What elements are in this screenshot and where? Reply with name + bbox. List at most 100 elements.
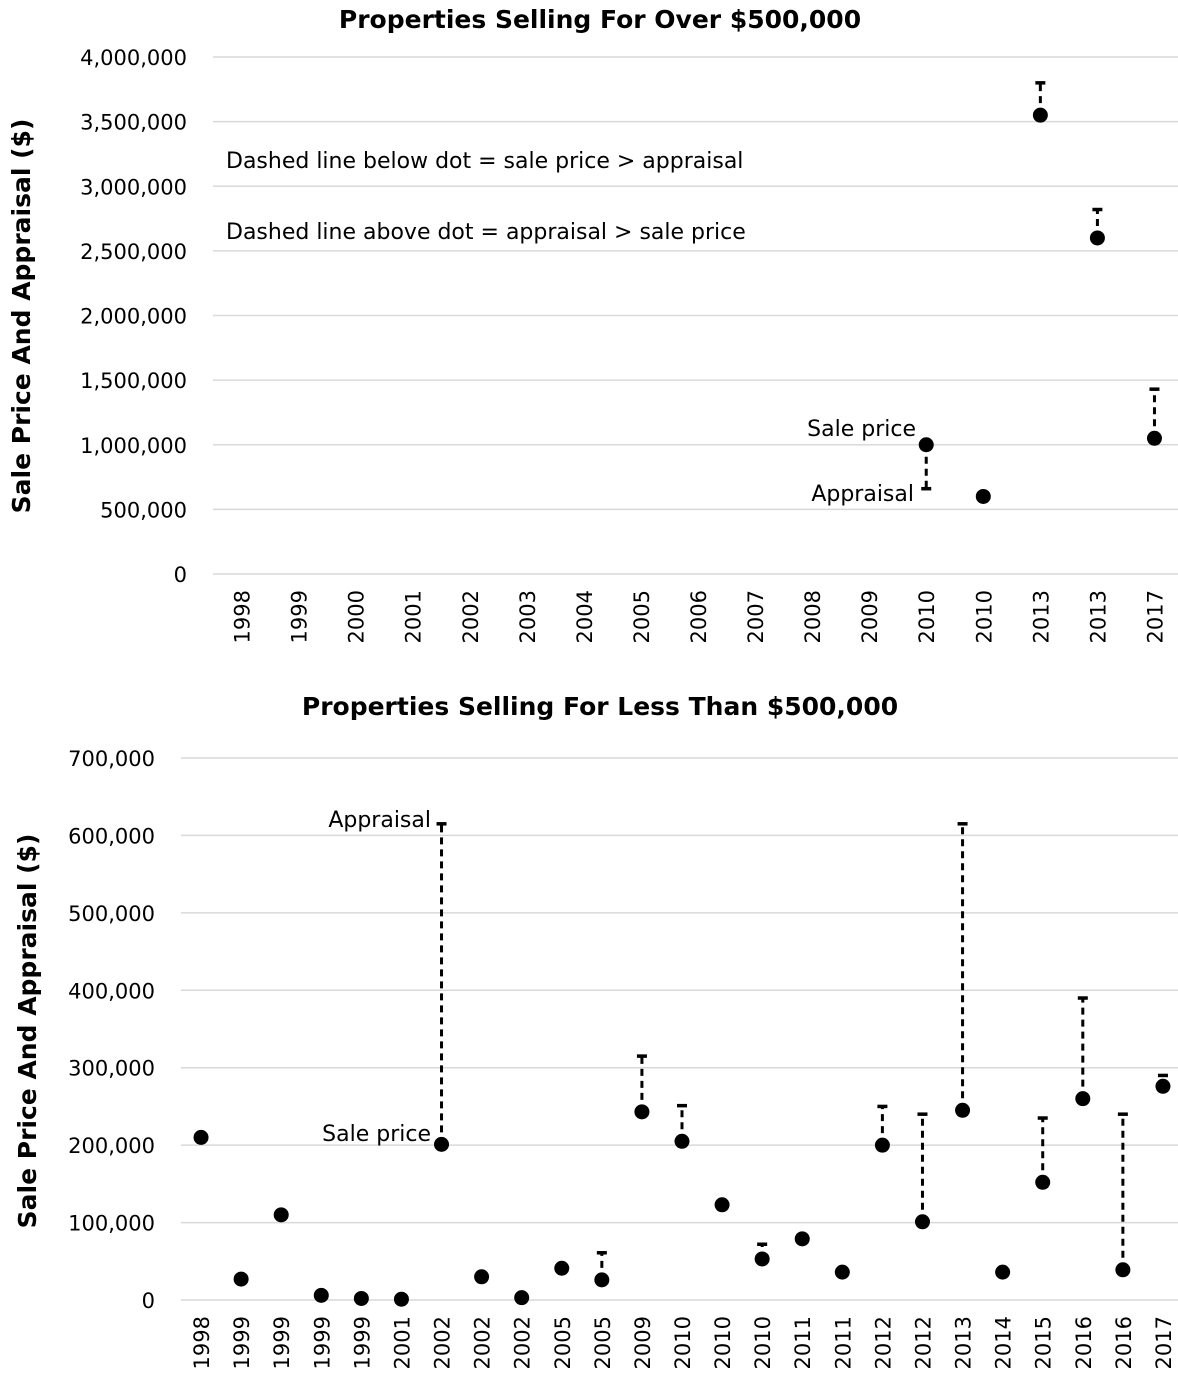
bottom-y-tick-label: 500,000 — [68, 902, 155, 926]
bottom-x-tick-label: 2012 — [911, 1316, 935, 1369]
top-chart: Properties Selling For Over $500,000 Sal… — [7, 5, 1178, 643]
bottom-x-tick-label: 2002 — [511, 1316, 535, 1369]
top-x-tick-label: 2002 — [459, 590, 483, 643]
top-sale-price-point — [918, 437, 934, 453]
bottom-x-tick-label: 2010 — [751, 1316, 775, 1369]
bottom-sale-price-point — [393, 1291, 409, 1307]
bottom-sale-price-point — [794, 1231, 810, 1247]
bottom-sale-price-point — [474, 1269, 490, 1285]
bottom-x-tick-label: 1999 — [350, 1316, 374, 1369]
top-y-tick-label: 3,000,000 — [80, 175, 187, 199]
bottom-x-tick-label: 2012 — [871, 1316, 895, 1369]
top-note-above: Dashed line above dot = appraisal > sale… — [226, 220, 746, 245]
bottom-x-tick-label: 2015 — [1032, 1316, 1056, 1369]
top-y-tick-label: 2,500,000 — [80, 240, 187, 264]
top-y-tick-label: 4,000,000 — [80, 46, 187, 70]
bottom-x-tick-label: 2005 — [551, 1316, 575, 1369]
bottom-sale-price-point — [955, 1102, 971, 1118]
bottom-sale-price-point — [554, 1260, 570, 1276]
bottom-y-tick-label: 700,000 — [68, 747, 155, 771]
bottom-sale-price-point — [1075, 1091, 1091, 1107]
bottom-sale-price-point — [594, 1272, 610, 1288]
bottom-sale-price-point — [634, 1104, 650, 1120]
bottom-x-tick-label: 1999 — [230, 1316, 254, 1369]
top-x-tick-label: 2005 — [630, 590, 654, 643]
bottom-x-tick-label: 2010 — [711, 1316, 735, 1369]
top-chart-marks — [918, 81, 1162, 504]
top-x-tick-label: 2017 — [1143, 590, 1167, 643]
top-x-tick-label: 2009 — [858, 590, 882, 643]
bottom-sale-price-point — [434, 1136, 450, 1152]
top-chart-x-ticks: 1998 1999 2000 2001 2002 2003 2004 2005 2006 2007… — [231, 590, 1168, 643]
bottom-x-tick-label: 2016 — [1112, 1316, 1136, 1369]
bottom-chart-title: Properties Selling For Less Than $500,00… — [302, 692, 898, 721]
bottom-x-tick-label: 2016 — [1072, 1316, 1096, 1369]
bottom-sale-price-point — [193, 1129, 209, 1145]
bottom-chart-gridlines — [181, 757, 1178, 1301]
top-x-tick-label: 2013 — [1086, 590, 1110, 643]
top-x-tick-label: 2006 — [687, 590, 711, 643]
bottom-sale-price-point — [353, 1290, 369, 1306]
top-sale-price-label: Sale price — [807, 417, 916, 442]
top-x-tick-label: 2007 — [744, 590, 768, 643]
top-x-tick-label: 2010 — [915, 590, 939, 643]
top-y-tick-label: 500,000 — [100, 498, 187, 522]
bottom-sale-price-point — [1035, 1174, 1051, 1190]
bottom-x-tick-label: 2011 — [791, 1316, 815, 1369]
top-sale-price-point — [1146, 430, 1162, 446]
top-x-tick-label: 2000 — [345, 590, 369, 643]
bottom-chart-y-ticks: 0 100,000 200,000 300,000 400,000 500,000 600,… — [68, 747, 155, 1313]
top-chart-y-ticks: 0 500,000 1,000,000 1,500,000 2,000,000 2,500… — [80, 46, 187, 587]
top-y-tick-label: 2,000,000 — [80, 305, 187, 329]
bottom-sale-price-point — [1115, 1262, 1131, 1278]
bottom-sale-price-point — [874, 1137, 890, 1153]
top-y-tick-label: 1,500,000 — [80, 369, 187, 393]
bottom-chart-marks — [193, 822, 1171, 1307]
bottom-appraisal-label: Appraisal — [328, 808, 431, 833]
top-chart-gridlines — [213, 56, 1178, 575]
top-y-tick-label: 3,500,000 — [80, 111, 187, 135]
top-sale-price-point — [1089, 230, 1105, 246]
bottom-chart-y-axis-label: Sale Price And Appraisal ($) — [13, 834, 42, 1229]
top-x-tick-label: 2004 — [573, 590, 597, 643]
bottom-sale-price-point — [995, 1264, 1011, 1280]
bottom-x-tick-label: 2017 — [1152, 1316, 1176, 1369]
top-y-tick-label: 1,000,000 — [80, 434, 187, 458]
bottom-sale-price-point — [914, 1214, 930, 1230]
bottom-chart: Properties Selling For Less Than $500,00… — [13, 692, 1178, 1369]
bottom-x-tick-label: 2001 — [390, 1316, 414, 1369]
bottom-x-tick-label: 1999 — [270, 1316, 294, 1369]
top-x-tick-label: 2010 — [972, 590, 996, 643]
bottom-sale-price-label: Sale price — [322, 1122, 431, 1147]
bottom-sale-price-point — [1155, 1078, 1171, 1094]
top-x-tick-label: 1999 — [288, 590, 312, 643]
bottom-chart-x-ticks: 1998 1999 1999 1999 1999 2001 2002 2002 2002 2005… — [190, 1316, 1176, 1369]
top-sale-price-point — [1032, 107, 1048, 123]
bottom-sale-price-point — [273, 1207, 289, 1223]
bottom-y-tick-label: 0 — [142, 1289, 155, 1313]
bottom-sale-price-point — [754, 1251, 770, 1267]
top-x-tick-label: 2003 — [516, 590, 540, 643]
bottom-sale-price-point — [834, 1264, 850, 1280]
bottom-x-tick-label: 2013 — [952, 1316, 976, 1369]
top-chart-y-axis-label: Sale Price And Appraisal ($) — [7, 119, 36, 514]
bottom-x-tick-label: 2002 — [471, 1316, 495, 1369]
bottom-x-tick-label: 2005 — [591, 1316, 615, 1369]
bottom-x-tick-label: 2010 — [671, 1316, 695, 1369]
bottom-sale-price-point — [233, 1271, 249, 1287]
bottom-sale-price-point — [674, 1133, 690, 1149]
top-appraisal-label: Appraisal — [811, 482, 914, 507]
bottom-y-tick-label: 300,000 — [68, 1057, 155, 1081]
top-x-tick-label: 1998 — [231, 590, 255, 643]
bottom-x-tick-label: 2002 — [431, 1316, 455, 1369]
top-y-tick-label: 0 — [174, 563, 187, 587]
bottom-x-tick-label: 1999 — [310, 1316, 334, 1369]
bottom-sale-price-point — [714, 1197, 730, 1213]
bottom-x-tick-label: 2009 — [631, 1316, 655, 1369]
top-chart-title: Properties Selling For Over $500,000 — [339, 5, 861, 34]
bottom-y-tick-label: 600,000 — [68, 824, 155, 848]
top-x-tick-label: 2008 — [801, 590, 825, 643]
bottom-y-tick-label: 400,000 — [68, 979, 155, 1003]
bottom-x-tick-label: 2011 — [831, 1316, 855, 1369]
